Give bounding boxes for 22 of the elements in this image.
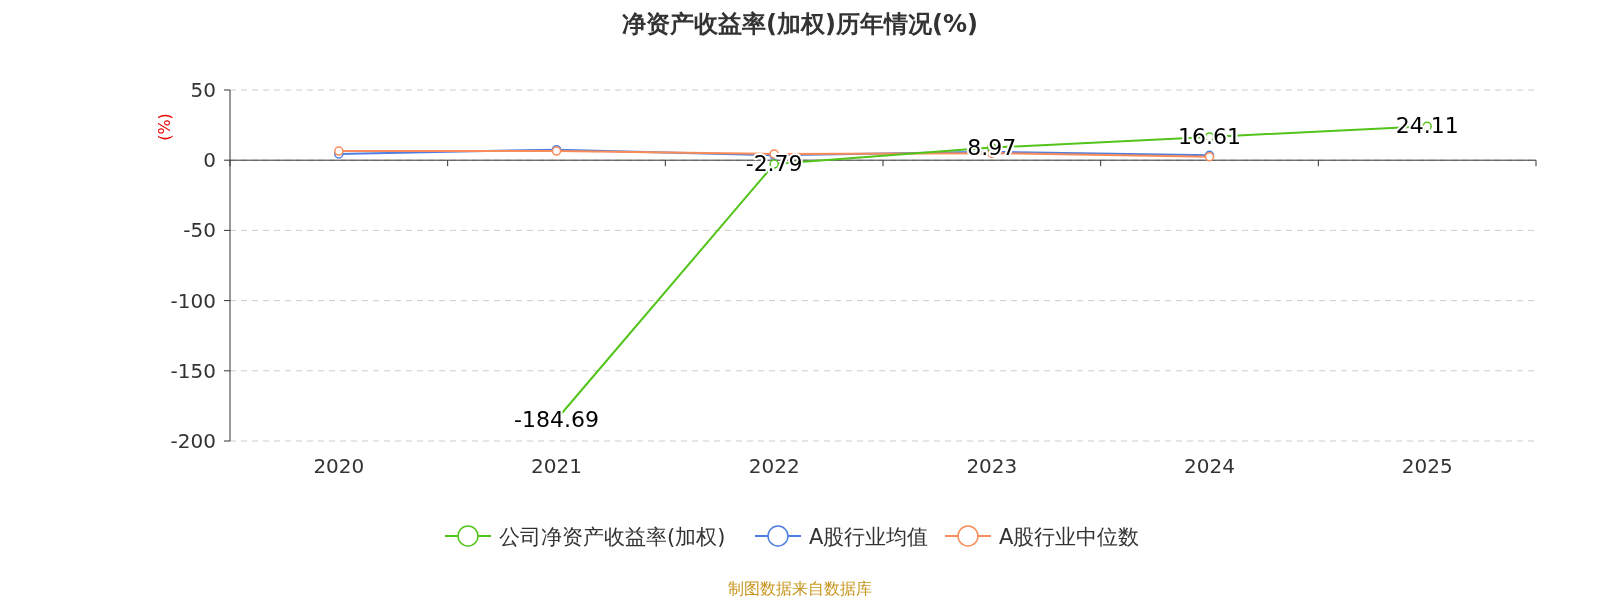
legend-label: 公司净资产收益率(加权) — [499, 525, 726, 549]
x-tick-label: 2025 — [1401, 454, 1453, 478]
legend-item: A股行业中位数 — [944, 525, 1140, 549]
x-tick-label: 2021 — [531, 454, 582, 478]
legend-label: A股行业均值 — [809, 525, 929, 549]
y-tick-label: 50 — [190, 78, 216, 102]
y-tick-label: -200 — [170, 429, 216, 453]
legend-item: A股行业均值 — [754, 525, 929, 549]
text: 制图数据来自数据库 — [728, 579, 872, 598]
data-label: 24.11 — [1395, 113, 1459, 139]
legend-label: A股行业中位数 — [999, 525, 1140, 549]
y-tick-label: -150 — [170, 358, 216, 383]
y-axis-title: (%) — [155, 113, 174, 141]
chart-title: 净资产收益率(加权)历年情况(%) — [622, 10, 978, 38]
y-tick-label: -100 — [170, 288, 216, 313]
y-tick-label: 0 — [203, 148, 216, 173]
x-tick-label: 2023 — [966, 454, 1018, 478]
x-tick-label: 2022 — [748, 454, 800, 478]
x-tick-label: 2024 — [1184, 454, 1235, 478]
y-tick-label: -50 — [183, 218, 216, 243]
legend-item: 公司净资产收益率(加权) — [444, 525, 726, 549]
x-tick-label: 2020 — [313, 454, 365, 478]
